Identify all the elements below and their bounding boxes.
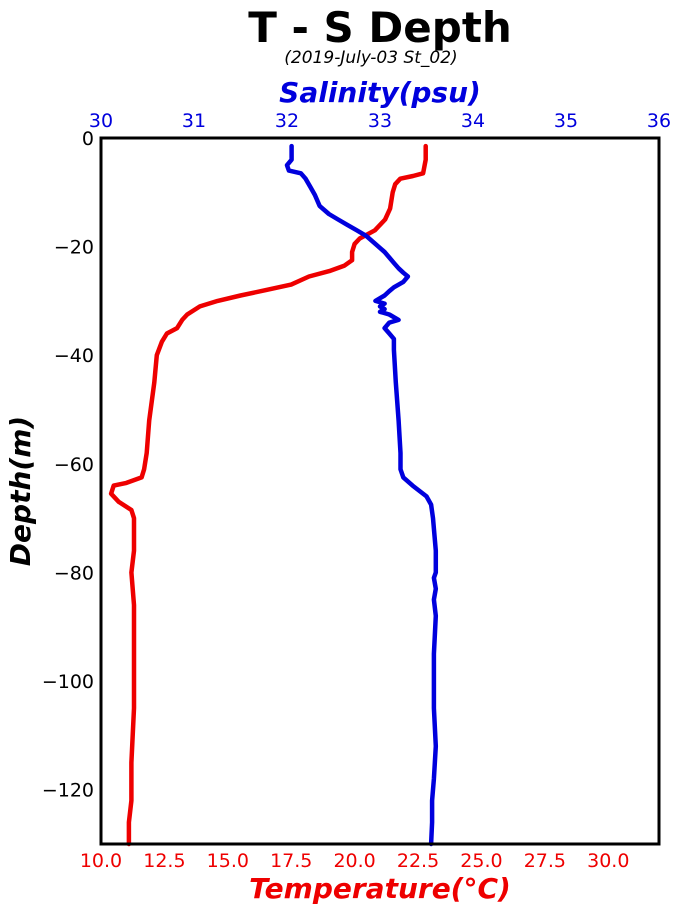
salinity-tick-label: 33 xyxy=(368,110,392,132)
depth-tick-label: −80 xyxy=(54,562,94,584)
salinity-tick-label: 34 xyxy=(461,110,485,132)
salinity-tick-labels: 30 31 32 33 34 35 36 xyxy=(89,110,671,132)
temperature-tick-label: 30.0 xyxy=(587,850,629,872)
salinity-tick-label: 32 xyxy=(275,110,299,132)
salinity-line xyxy=(284,143,439,847)
temperature-tick-label: 12.5 xyxy=(143,850,185,872)
salinity-tick-label: 35 xyxy=(554,110,578,132)
temperature-tick-label: 10.0 xyxy=(80,850,122,872)
depth-tick-label: 0 xyxy=(82,128,94,150)
temperature-tick-label: 15.0 xyxy=(207,850,249,872)
chart-subtitle: (2019-July-03 St_02) xyxy=(284,48,457,68)
temperature-line xyxy=(108,143,428,847)
depth-tick-label: −20 xyxy=(54,237,94,259)
temperature-tick-label: 20.0 xyxy=(333,850,375,872)
salinity-axis-label: Salinity(psu) xyxy=(279,76,481,109)
temperature-axis-label: Temperature(°C) xyxy=(249,872,511,905)
depth-tick-label: −60 xyxy=(54,454,94,476)
salinity-tick-label: 31 xyxy=(182,110,206,132)
temperature-tick-label: 25.0 xyxy=(460,850,502,872)
depth-axis-label: Depth(m) xyxy=(4,416,37,566)
depth-tick-label: −120 xyxy=(42,780,94,802)
temperature-tick-label: 22.5 xyxy=(397,850,439,872)
temperature-tick-label: 27.5 xyxy=(524,850,566,872)
plot-frame xyxy=(99,136,661,846)
depth-tick-label: −100 xyxy=(42,671,94,693)
plot-area xyxy=(99,136,661,847)
salinity-tick-label: 30 xyxy=(89,110,113,132)
salinity-tick-label: 36 xyxy=(647,110,671,132)
temperature-tick-label: 17.5 xyxy=(270,850,312,872)
depth-tick-label: −40 xyxy=(54,345,94,367)
depth-tick-labels: 0 −20 −40 −60 −80 −100 −120 xyxy=(42,128,94,802)
temperature-tick-labels: 10.0 12.5 15.0 17.5 20.0 22.5 25.0 27.5 30.0 xyxy=(80,850,630,872)
chart-title: T - S Depth xyxy=(248,3,512,52)
